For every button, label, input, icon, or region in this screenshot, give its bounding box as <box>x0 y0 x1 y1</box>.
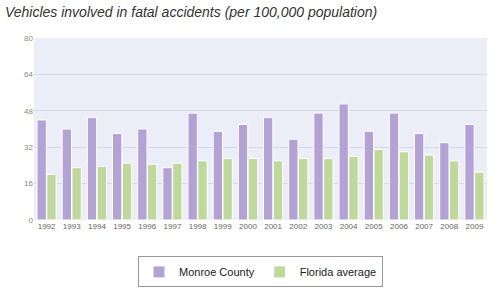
svg-text:2001: 2001 <box>264 222 282 231</box>
svg-text:2005: 2005 <box>365 222 383 231</box>
svg-text:Vehicles involved in fatal acc: Vehicles involved in fatal accidents (pe… <box>5 4 377 20</box>
svg-text:1997: 1997 <box>164 222 182 231</box>
svg-text:2000: 2000 <box>239 222 257 231</box>
svg-text:1999: 1999 <box>214 222 232 231</box>
svg-text:1994: 1994 <box>88 222 106 231</box>
svg-text:80: 80 <box>24 34 33 43</box>
svg-text:2009: 2009 <box>466 222 484 231</box>
svg-text:64: 64 <box>24 70 33 79</box>
svg-text:2006: 2006 <box>390 222 408 231</box>
svg-text:48: 48 <box>24 107 33 116</box>
svg-text:2008: 2008 <box>440 222 458 231</box>
svg-text:2003: 2003 <box>315 222 333 231</box>
svg-text:1996: 1996 <box>138 222 156 231</box>
svg-text:2004: 2004 <box>340 222 358 231</box>
svg-text:0: 0 <box>29 216 34 225</box>
svg-text:Monroe County: Monroe County <box>179 266 255 278</box>
svg-text:1998: 1998 <box>189 222 207 231</box>
svg-text:1993: 1993 <box>63 222 81 231</box>
svg-text:2002: 2002 <box>289 222 307 231</box>
svg-text:Florida average: Florida average <box>300 266 376 278</box>
svg-text:16: 16 <box>24 179 33 188</box>
svg-text:1992: 1992 <box>38 222 56 231</box>
svg-text:2007: 2007 <box>415 222 433 231</box>
svg-text:1995: 1995 <box>113 222 131 231</box>
svg-text:32: 32 <box>24 143 33 152</box>
